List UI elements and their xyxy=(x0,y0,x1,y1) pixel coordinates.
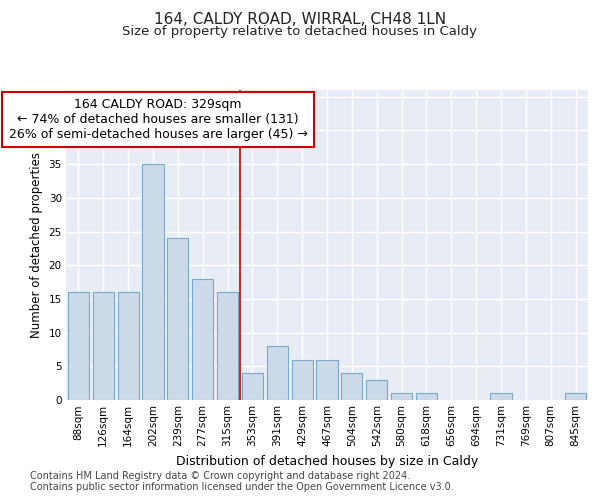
Bar xyxy=(565,394,586,400)
Bar xyxy=(167,238,188,400)
Text: 164, CALDY ROAD, WIRRAL, CH48 1LN: 164, CALDY ROAD, WIRRAL, CH48 1LN xyxy=(154,12,446,28)
Text: Size of property relative to detached houses in Caldy: Size of property relative to detached ho… xyxy=(122,25,478,38)
Bar xyxy=(316,360,338,400)
Text: Contains public sector information licensed under the Open Government Licence v3: Contains public sector information licen… xyxy=(30,482,454,492)
Bar xyxy=(366,380,387,400)
Bar xyxy=(192,278,213,400)
Bar xyxy=(242,373,263,400)
Bar xyxy=(142,164,164,400)
X-axis label: Distribution of detached houses by size in Caldy: Distribution of detached houses by size … xyxy=(176,454,478,468)
Bar xyxy=(490,394,512,400)
Bar xyxy=(93,292,114,400)
Bar xyxy=(292,360,313,400)
Y-axis label: Number of detached properties: Number of detached properties xyxy=(30,152,43,338)
Text: Contains HM Land Registry data © Crown copyright and database right 2024.: Contains HM Land Registry data © Crown c… xyxy=(30,471,410,481)
Bar xyxy=(217,292,238,400)
Bar xyxy=(68,292,89,400)
Bar xyxy=(341,373,362,400)
Bar xyxy=(391,394,412,400)
Bar xyxy=(416,394,437,400)
Bar xyxy=(267,346,288,400)
Text: 164 CALDY ROAD: 329sqm
← 74% of detached houses are smaller (131)
26% of semi-de: 164 CALDY ROAD: 329sqm ← 74% of detached… xyxy=(8,98,307,141)
Bar xyxy=(118,292,139,400)
